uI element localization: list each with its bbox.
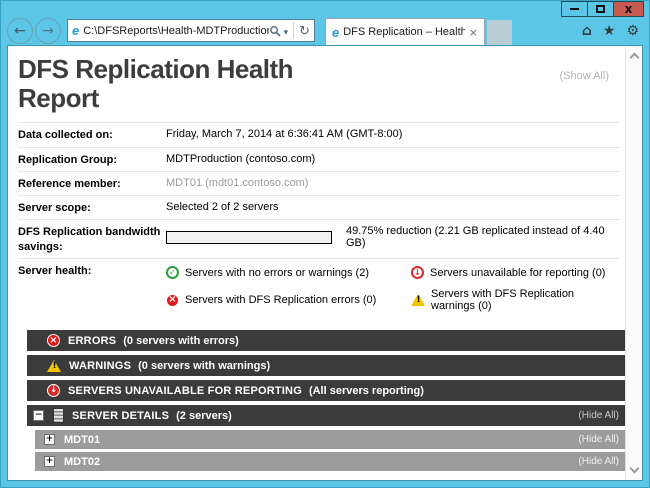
- server-row-mdt02[interactable]: MDT02 (Hide All): [35, 452, 625, 471]
- server-name: MDT01: [64, 433, 101, 446]
- health-item-text: Servers unavailable for reporting (0): [430, 266, 606, 279]
- chrome-right-icons: [582, 23, 639, 39]
- info-label: DFS Replication bandwidth savings:: [18, 226, 161, 253]
- unavailable-icon: [411, 266, 424, 279]
- warning-icon: [411, 294, 425, 306]
- info-label: Server scope:: [18, 202, 91, 215]
- hide-all-link[interactable]: (Hide All): [578, 410, 619, 421]
- refresh-icon[interactable]: [299, 22, 310, 40]
- section-errors[interactable]: ERRORS (0 servers with errors): [27, 330, 625, 351]
- bandwidth-progress-bar: [166, 230, 332, 244]
- health-item-text: Servers with DFS Replication errors (0): [185, 294, 377, 306]
- tab-close-icon[interactable]: [469, 26, 478, 39]
- report-info-table: Data collected on: Friday, March 7, 2014…: [18, 122, 619, 320]
- tab-title: DFS Replication – Health Re...: [343, 26, 465, 38]
- hide-all-link[interactable]: (Hide All): [578, 434, 619, 445]
- expand-toggle-icon[interactable]: [44, 434, 55, 445]
- health-item-replication-errors: Servers with DFS Replication errors (0): [166, 288, 411, 312]
- section-server-details[interactable]: SERVER DETAILS (2 servers) (Hide All): [27, 405, 625, 426]
- section-detail: (0 servers with warnings): [138, 359, 271, 372]
- favorites-star-icon[interactable]: [603, 23, 616, 39]
- titlebar: [1, 1, 649, 17]
- warning-icon: [47, 359, 61, 372]
- back-button[interactable]: [7, 17, 33, 44]
- health-item-text: Servers with DFS Replication warnings (0…: [431, 288, 575, 312]
- info-row-server-scope: Server scope: Selected 2 of 2 servers: [18, 196, 619, 221]
- scroll-up-icon[interactable]: [629, 52, 639, 63]
- health-item-no-errors: Servers with no errors or warnings (2): [166, 266, 411, 279]
- maximize-icon: [596, 5, 605, 13]
- search-icon[interactable]: [269, 25, 281, 37]
- section-detail: (0 servers with errors): [123, 334, 239, 347]
- section-title: WARNINGS: [69, 359, 132, 372]
- gear-icon[interactable]: [626, 23, 639, 39]
- address-bar[interactable]: C:\DFSReports\Health-MDTProduction-07Ma: [67, 19, 315, 42]
- info-row-bandwidth-savings: DFS Replication bandwidth savings: 49.75…: [18, 220, 619, 259]
- expand-toggle-icon[interactable]: [44, 456, 55, 467]
- maximize-button[interactable]: [587, 1, 614, 17]
- ie-tab-icon: [332, 26, 339, 39]
- ie-page-icon: [72, 24, 79, 37]
- server-details-rows: MDT01 (Hide All) MDT02 (Hide All): [35, 430, 625, 471]
- vertical-scrollbar[interactable]: [625, 46, 642, 480]
- info-value: Friday, March 7, 2014 at 6:36:41 AM (GMT…: [166, 128, 403, 141]
- section-detail: (2 servers): [176, 409, 232, 422]
- health-item-warnings: Servers with DFS Replication warnings (0…: [411, 288, 619, 312]
- address-text: C:\DFSReports\Health-MDTProduction-07Ma: [83, 24, 268, 37]
- window-controls: [561, 1, 644, 17]
- hide-all-link[interactable]: (Hide All): [578, 456, 619, 467]
- close-icon: [625, 3, 633, 15]
- info-label: Replication Group:: [18, 153, 117, 166]
- info-label: Server health:: [18, 265, 92, 277]
- show-all-link[interactable]: (Show All): [559, 70, 609, 82]
- scroll-down-icon[interactable]: [629, 463, 639, 474]
- bandwidth-indicator: 49.75% reduction (2.21 GB replicated ins…: [166, 225, 619, 249]
- server-row-mdt01[interactable]: MDT01 (Hide All): [35, 430, 625, 449]
- info-label: Reference member:: [18, 177, 121, 190]
- home-icon[interactable]: [582, 23, 592, 39]
- info-value: MDTProduction (contoso.com): [166, 152, 316, 165]
- new-tab-button[interactable]: [487, 20, 512, 45]
- health-report: DFS Replication Health Report (Show All)…: [8, 46, 625, 480]
- error-icon: [47, 334, 60, 347]
- unavailable-icon: [47, 384, 60, 397]
- section-title: SERVER DETAILS: [72, 409, 170, 422]
- info-value: MDT01 (mdt01.contoso.com): [166, 176, 309, 189]
- info-row-data-collected: Data collected on: Friday, March 7, 2014…: [18, 123, 619, 148]
- minimize-icon: [570, 8, 579, 10]
- server-health-grid: Servers with no errors or warnings (2) S…: [166, 264, 619, 316]
- section-title: SERVERS UNAVAILABLE FOR REPORTING: [68, 384, 302, 397]
- browser-chrome: C:\DFSReports\Health-MDTProduction-07Ma …: [1, 16, 649, 45]
- server-icon: [53, 408, 64, 423]
- info-label: Data collected on:: [18, 129, 113, 142]
- health-item-unavailable: Servers unavailable for reporting (0): [411, 266, 619, 279]
- collapse-toggle-icon[interactable]: [33, 410, 44, 421]
- error-icon: [166, 293, 179, 307]
- forward-arrow-icon: [42, 22, 54, 39]
- minimize-button[interactable]: [561, 1, 588, 17]
- back-arrow-icon: [14, 22, 26, 39]
- section-servers-unavailable[interactable]: SERVERS UNAVAILABLE FOR REPORTING (All s…: [27, 380, 625, 401]
- section-warnings[interactable]: WARNINGS (0 servers with warnings): [27, 355, 625, 376]
- address-bar-icons: [269, 22, 310, 40]
- address-divider: [293, 22, 295, 39]
- browser-tab[interactable]: DFS Replication – Health Re...: [325, 18, 485, 45]
- bandwidth-summary: 49.75% reduction (2.21 GB replicated ins…: [346, 225, 605, 250]
- info-row-replication-group: Replication Group: MDTProduction (contos…: [18, 148, 619, 172]
- info-row-reference-member: Reference member: MDT01 (mdt01.contoso.c…: [18, 172, 619, 197]
- section-detail: (All servers reporting): [308, 384, 424, 397]
- info-row-server-health: Server health: Servers with no errors or…: [18, 259, 619, 320]
- page-content: DFS Replication Health Report (Show All)…: [7, 45, 643, 481]
- chevron-down-icon[interactable]: [284, 22, 289, 40]
- ok-icon: [166, 266, 179, 279]
- page-title: DFS Replication Health Report: [18, 54, 294, 114]
- close-button[interactable]: [613, 1, 644, 17]
- report-sections: ERRORS (0 servers with errors) WARNINGS …: [27, 330, 625, 426]
- info-value: Selected 2 of 2 servers: [166, 201, 279, 214]
- section-title: ERRORS: [68, 334, 117, 347]
- server-name: MDT02: [64, 455, 101, 468]
- forward-button[interactable]: [35, 17, 61, 44]
- health-item-text: Servers with no errors or warnings (2): [185, 266, 370, 279]
